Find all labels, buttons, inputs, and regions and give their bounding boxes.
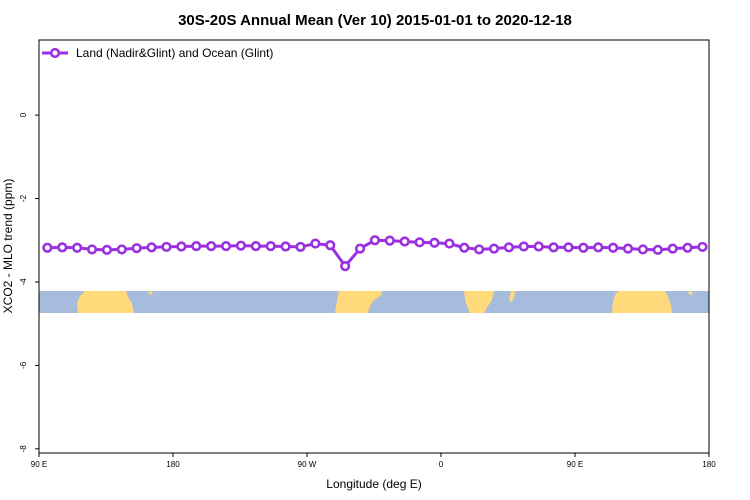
y-tick-label: -6 bbox=[19, 361, 28, 369]
data-point bbox=[637, 244, 649, 255]
x-axis: 90 E 180 90 W 0 90 E 180 bbox=[31, 453, 716, 469]
legend-label: Land (Nadir&Glint) and Ocean (Glint) bbox=[76, 46, 273, 60]
land-new-caledonia bbox=[148, 291, 153, 295]
data-point bbox=[161, 241, 172, 253]
data-point bbox=[220, 240, 232, 252]
land-south-america bbox=[335, 291, 382, 313]
land-new-caledonia-east bbox=[688, 291, 693, 295]
data-point bbox=[399, 236, 410, 247]
data-point bbox=[280, 241, 291, 252]
x-tick-label: 180 bbox=[702, 460, 716, 469]
data-point bbox=[459, 242, 470, 253]
data-point bbox=[488, 243, 500, 254]
data-point bbox=[265, 240, 276, 252]
data-point bbox=[116, 244, 127, 255]
map-strip bbox=[39, 291, 709, 313]
legend: Land (Nadir&Glint) and Ocean (Glint) bbox=[42, 46, 273, 60]
data-point bbox=[191, 240, 202, 252]
data-point bbox=[682, 242, 693, 253]
land-australia-east bbox=[612, 291, 672, 313]
data-point bbox=[295, 241, 306, 253]
data-point bbox=[622, 243, 634, 254]
x-tick-label: 180 bbox=[166, 460, 180, 469]
data-point bbox=[503, 242, 515, 253]
data-point bbox=[206, 240, 217, 252]
data-point bbox=[608, 242, 619, 253]
plot-frame bbox=[38, 39, 710, 454]
data-point bbox=[429, 237, 440, 248]
land-masses bbox=[77, 291, 693, 313]
data-point bbox=[176, 241, 187, 252]
data-point bbox=[72, 242, 83, 253]
land-madagascar bbox=[509, 291, 515, 303]
land-australia bbox=[77, 291, 134, 313]
y-tick-label: 0 bbox=[19, 112, 28, 117]
data-point bbox=[42, 242, 53, 253]
data-point bbox=[652, 244, 663, 255]
data-point bbox=[518, 241, 529, 252]
x-tick-label: 90 W bbox=[298, 460, 317, 469]
data-point bbox=[444, 238, 455, 249]
data-point bbox=[57, 242, 68, 253]
data-point bbox=[310, 238, 321, 249]
data-point bbox=[384, 235, 395, 246]
data-point bbox=[146, 242, 157, 253]
x-axis-label: Longitude (deg E) bbox=[326, 477, 421, 491]
data-point bbox=[593, 242, 604, 253]
data-point bbox=[578, 242, 589, 253]
y-tick-label: -2 bbox=[19, 194, 28, 202]
chart-title: 30S-20S Annual Mean (Ver 10) 2015-01-01 … bbox=[178, 12, 572, 29]
data-point bbox=[369, 235, 381, 246]
legend-marker bbox=[49, 47, 61, 59]
data-point bbox=[354, 243, 366, 254]
data-point bbox=[697, 241, 708, 253]
data-point bbox=[414, 237, 425, 248]
data-point bbox=[325, 240, 336, 251]
y-tick-label: -4 bbox=[19, 278, 28, 286]
data-point bbox=[131, 243, 142, 254]
data-point bbox=[235, 240, 247, 251]
x-tick-label: 90 E bbox=[31, 460, 47, 469]
data-point bbox=[667, 243, 678, 254]
x-tick-label: 0 bbox=[439, 460, 444, 469]
x-tick-label: 90 E bbox=[567, 460, 583, 469]
y-axis-label: XCO2 - MLO trend (ppm) bbox=[1, 179, 15, 314]
data-point bbox=[340, 261, 351, 272]
data-point bbox=[533, 241, 544, 252]
data-point bbox=[548, 242, 559, 253]
land-africa bbox=[464, 291, 494, 313]
data-point bbox=[101, 244, 113, 255]
data-point bbox=[474, 244, 485, 255]
y-axis: 0 -2 -4 -6 -8 bbox=[19, 112, 39, 452]
y-tick-label: -8 bbox=[19, 445, 28, 453]
series-land-ocean bbox=[42, 235, 708, 272]
data-point bbox=[563, 242, 574, 253]
ocean-band bbox=[39, 291, 709, 313]
data-point bbox=[250, 240, 261, 252]
data-point bbox=[86, 244, 98, 255]
